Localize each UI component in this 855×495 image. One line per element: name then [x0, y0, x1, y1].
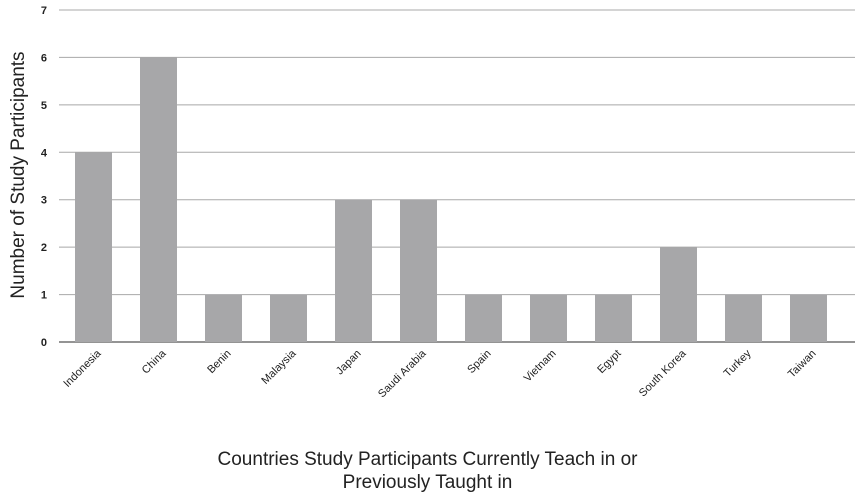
- y-tick-label: 2: [41, 242, 47, 254]
- x-tick-label: Saudi Arabia: [376, 347, 429, 400]
- bar-benin: [205, 294, 242, 342]
- y-tick-label: 7: [41, 5, 47, 17]
- y-axis-ticks: 0 1 2 3 4 5 6 7: [41, 5, 48, 349]
- bar-vietnam: [530, 294, 567, 342]
- y-tick-label: 4: [41, 147, 48, 159]
- x-tick-label: Malaysia: [259, 347, 299, 387]
- bar-indonesia: [75, 152, 112, 342]
- y-tick-label: 5: [41, 100, 47, 112]
- y-tick-label: 3: [41, 195, 47, 207]
- y-axis-label: Number of Study Participants: [8, 51, 29, 298]
- x-tick-label: Japan: [334, 348, 364, 378]
- bar-turkey: [725, 294, 762, 342]
- bars: [75, 57, 827, 343]
- x-tick-label: Egypt: [595, 348, 623, 376]
- bar-saudi-arabia: [400, 199, 437, 342]
- bar-china: [140, 57, 177, 343]
- bar-south-korea: [660, 247, 697, 342]
- x-axis-label-line-1: Countries Study Participants Currently T…: [217, 449, 638, 470]
- x-tick-label: Taiwan: [786, 348, 819, 381]
- x-tick-label: Indonesia: [61, 347, 104, 390]
- x-tick-label: Benin: [205, 348, 233, 376]
- bar-spain: [465, 294, 502, 342]
- bar-japan: [335, 199, 372, 342]
- y-tick-label: 1: [41, 290, 47, 302]
- bar-chart: 0 1 2 3 4 5 6 7 Indonesia China Benin Malaysia Japa…: [8, 5, 855, 400]
- gridlines: [59, 9, 855, 343]
- x-tick-label: China: [140, 347, 169, 376]
- x-axis-ticks: Indonesia China Benin Malaysia Japan Saudi Ar…: [61, 347, 818, 400]
- y-tick-label: 0: [41, 337, 47, 349]
- bar-malaysia: [270, 294, 307, 342]
- y-tick-label: 6: [41, 52, 47, 64]
- x-tick-label: Spain: [465, 348, 493, 376]
- x-tick-label: South Korea: [637, 347, 689, 399]
- bar-egypt: [595, 294, 632, 342]
- x-axis-label-line-2: Previously Taught in: [342, 472, 513, 493]
- x-tick-label: Vietnam: [522, 348, 559, 385]
- x-tick-label: Turkey: [722, 347, 754, 379]
- bar-taiwan: [790, 294, 827, 342]
